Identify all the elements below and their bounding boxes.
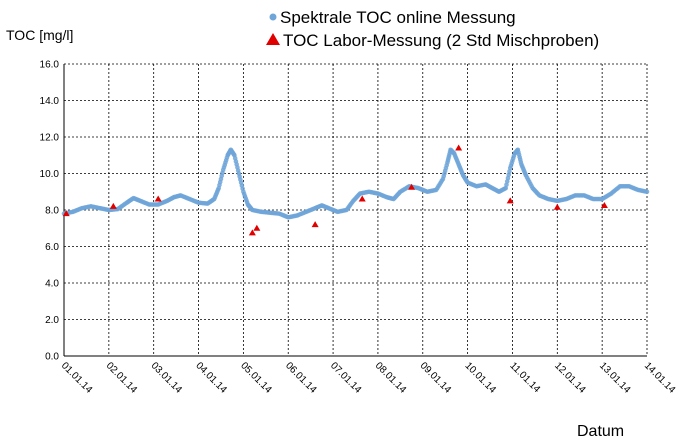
x-tick-label: 12.01.14 bbox=[552, 360, 588, 396]
data-point-lab bbox=[600, 201, 608, 208]
x-tick-label: 01.01.14 bbox=[59, 360, 95, 396]
x-tick-label: 07.01.14 bbox=[328, 360, 364, 396]
x-tick-label: 09.01.14 bbox=[418, 360, 454, 396]
data-point-lab bbox=[358, 195, 366, 202]
data-point-lab bbox=[408, 183, 416, 190]
data-point-lab bbox=[506, 197, 514, 204]
data-point-lab bbox=[248, 229, 256, 236]
x-ticks: 01.01.14 02.01.14 03.01.14 04.01.14 05.01.14… bbox=[59, 360, 678, 396]
legend-online-label: Spektrale TOC online Messung bbox=[280, 8, 516, 27]
series-online bbox=[61, 147, 650, 220]
grid bbox=[63, 63, 648, 357]
x-tick-label: 10.01.14 bbox=[462, 360, 498, 396]
data-point-lab bbox=[154, 195, 162, 202]
data-point-lab bbox=[62, 210, 70, 217]
y-tick-label: 14.0 bbox=[40, 96, 60, 107]
x-tick-label: 11.01.14 bbox=[507, 360, 542, 395]
data-point-lab bbox=[455, 144, 463, 151]
y-axis-label: TOC [mg/l] bbox=[6, 27, 73, 43]
y-tick-label: 12.0 bbox=[40, 133, 60, 144]
x-tick-label: 13.01.14 bbox=[597, 360, 633, 396]
y-tick-label: 6.0 bbox=[45, 242, 59, 253]
legend: Spektrale TOC online Messung TOC Labor-M… bbox=[266, 8, 599, 50]
data-point-lab bbox=[553, 203, 561, 210]
x-axis-label: Datum bbox=[577, 423, 624, 440]
x-tick-label: 03.01.14 bbox=[149, 360, 185, 396]
y-tick-label: 10.0 bbox=[40, 169, 60, 180]
x-tick-label: 05.01.14 bbox=[238, 360, 274, 396]
legend-lab-label: TOC Labor-Messung (2 Std Mischproben) bbox=[283, 31, 599, 50]
legend-online-marker bbox=[269, 13, 277, 21]
series-lab bbox=[62, 144, 608, 236]
y-ticks: 0.0 2.0 4.0 6.0 8.0 10.0 12.0 14.0 16.0 bbox=[40, 60, 60, 363]
x-tick-label: 06.01.14 bbox=[283, 360, 319, 396]
y-tick-label: 8.0 bbox=[45, 206, 59, 217]
plot-area bbox=[61, 144, 650, 236]
y-tick-label: 4.0 bbox=[45, 279, 59, 290]
data-point-lab bbox=[311, 221, 319, 228]
data-point-lab bbox=[253, 224, 261, 231]
y-tick-label: 2.0 bbox=[45, 315, 59, 326]
x-tick-label: 02.01.14 bbox=[104, 360, 140, 396]
x-tick-label: 14.01.14 bbox=[642, 360, 678, 396]
data-point-online bbox=[644, 189, 650, 195]
y-tick-label: 0.0 bbox=[45, 352, 59, 363]
data-point-lab bbox=[109, 202, 117, 209]
x-tick-label: 08.01.14 bbox=[373, 360, 409, 396]
y-tick-label: 16.0 bbox=[40, 60, 60, 71]
legend-lab-marker bbox=[266, 33, 280, 45]
x-tick-label: 04.01.14 bbox=[193, 360, 229, 396]
